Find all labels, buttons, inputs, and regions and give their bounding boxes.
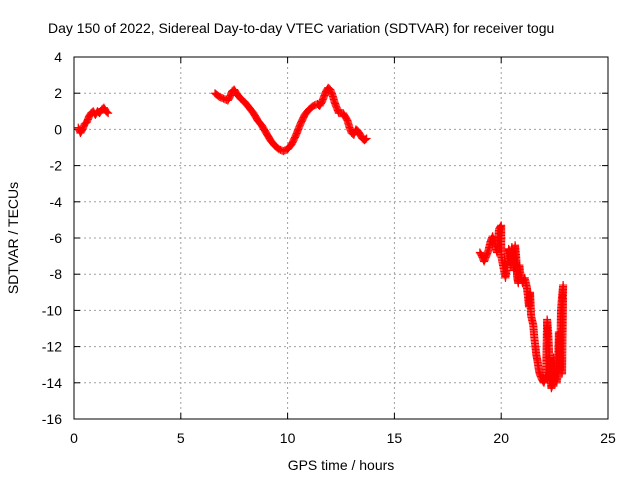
y-tick-label: -8 (50, 266, 63, 282)
y-tick-label: -16 (42, 411, 62, 427)
y-tick-label: -10 (42, 302, 62, 318)
y-tick-label: -6 (50, 230, 63, 246)
chart-title: Day 150 of 2022, Sidereal Day-to-day VTE… (48, 20, 554, 36)
x-tick-label: 10 (280, 430, 296, 446)
x-tick-label: 15 (387, 430, 403, 446)
data-point-marker (361, 135, 370, 144)
x-tick-label: 20 (493, 430, 509, 446)
x-tick-label: 5 (177, 430, 185, 446)
data-point-marker (362, 134, 371, 143)
data-point-marker (104, 109, 113, 118)
data-point-marker (558, 369, 567, 378)
y-tick-label: 0 (54, 121, 62, 137)
data-layer (74, 83, 568, 393)
data-point-marker (103, 108, 112, 117)
y-tick-label: -14 (42, 375, 62, 391)
y-tick-label: 4 (54, 49, 62, 65)
data-series-segment-3 (475, 221, 568, 393)
tick-layer: 0 5 10 15 20 25 -16 -14 -12 -10 -8 -6 -4 -2 0 2 4 (42, 49, 616, 446)
x-tick-label: 25 (600, 430, 616, 446)
data-series-segment-2 (210, 83, 371, 156)
y-tick-label: -4 (50, 194, 63, 210)
y-tick-label: -12 (42, 339, 62, 355)
y-tick-label: 2 (54, 85, 62, 101)
grid-layer (74, 57, 608, 419)
data-series-segment-1 (74, 103, 113, 138)
x-axis-label: GPS time / hours (288, 457, 395, 473)
y-tick-label: -2 (50, 158, 63, 174)
x-tick-label: 0 (70, 430, 78, 446)
y-axis-label: SDTVAR / TECUs (5, 182, 21, 294)
